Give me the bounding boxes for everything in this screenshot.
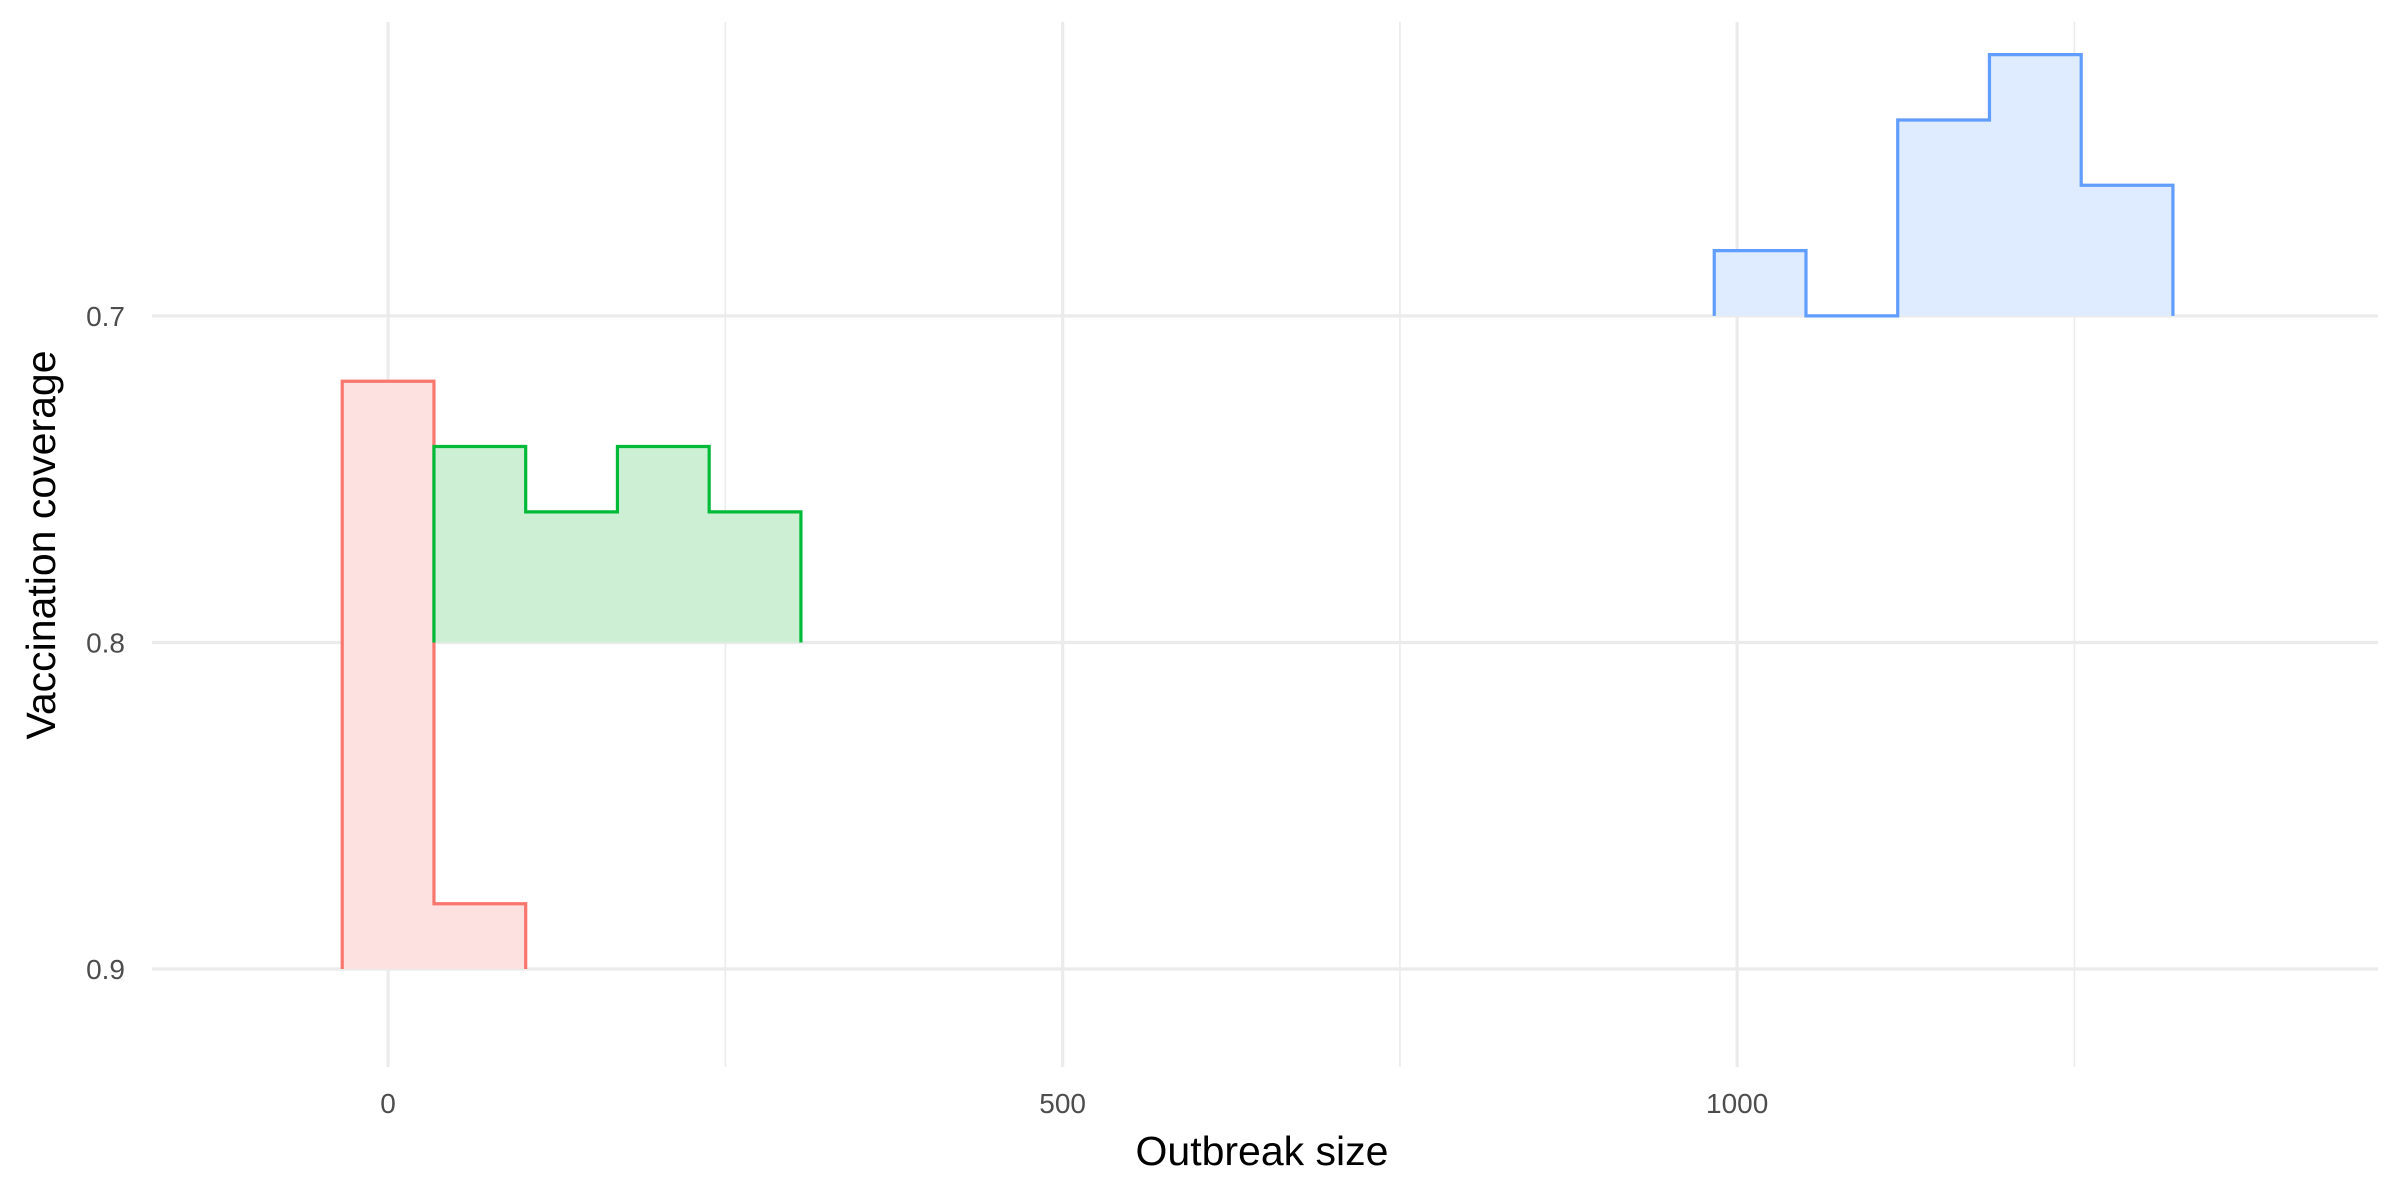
- series-fill: [1714, 54, 2173, 316]
- histogram-bin: [1989, 55, 2081, 316]
- histogram-bin: [1714, 251, 1806, 316]
- series-1: [340, 379, 528, 970]
- series-3: [1712, 53, 2175, 318]
- histogram-bin: [709, 512, 801, 643]
- histogram-bin: [434, 904, 526, 969]
- histogram-bin: [526, 512, 618, 643]
- x-tick-label: 500: [1039, 1088, 1086, 1119]
- y-tick-label: 0.7: [86, 301, 125, 332]
- histogram-bin: [342, 381, 434, 969]
- series-fill: [342, 381, 526, 970]
- x-tick-label: 0: [380, 1088, 396, 1119]
- plot-series: [340, 53, 2175, 970]
- x-tick-label: 1000: [1706, 1088, 1768, 1119]
- histogram-bin: [434, 447, 526, 643]
- histogram-bin: [2081, 185, 2173, 316]
- y-tick-label: 0.9: [86, 954, 125, 985]
- x-axis-title: Outbreak size: [1136, 1128, 1389, 1174]
- y-tick-label: 0.8: [86, 627, 125, 658]
- series-outline: [1712, 53, 2175, 318]
- histogram-bin: [1898, 120, 1990, 316]
- y-axis-title: Vaccination coverage: [18, 351, 64, 740]
- x-tick-labels: 0 500 1000: [380, 1088, 1768, 1119]
- series-2: [432, 444, 803, 643]
- histogram-bin: [617, 447, 709, 643]
- series-outline: [340, 379, 528, 970]
- series-outline: [432, 444, 803, 643]
- y-tick-labels: 0.7 0.8 0.9: [86, 301, 125, 985]
